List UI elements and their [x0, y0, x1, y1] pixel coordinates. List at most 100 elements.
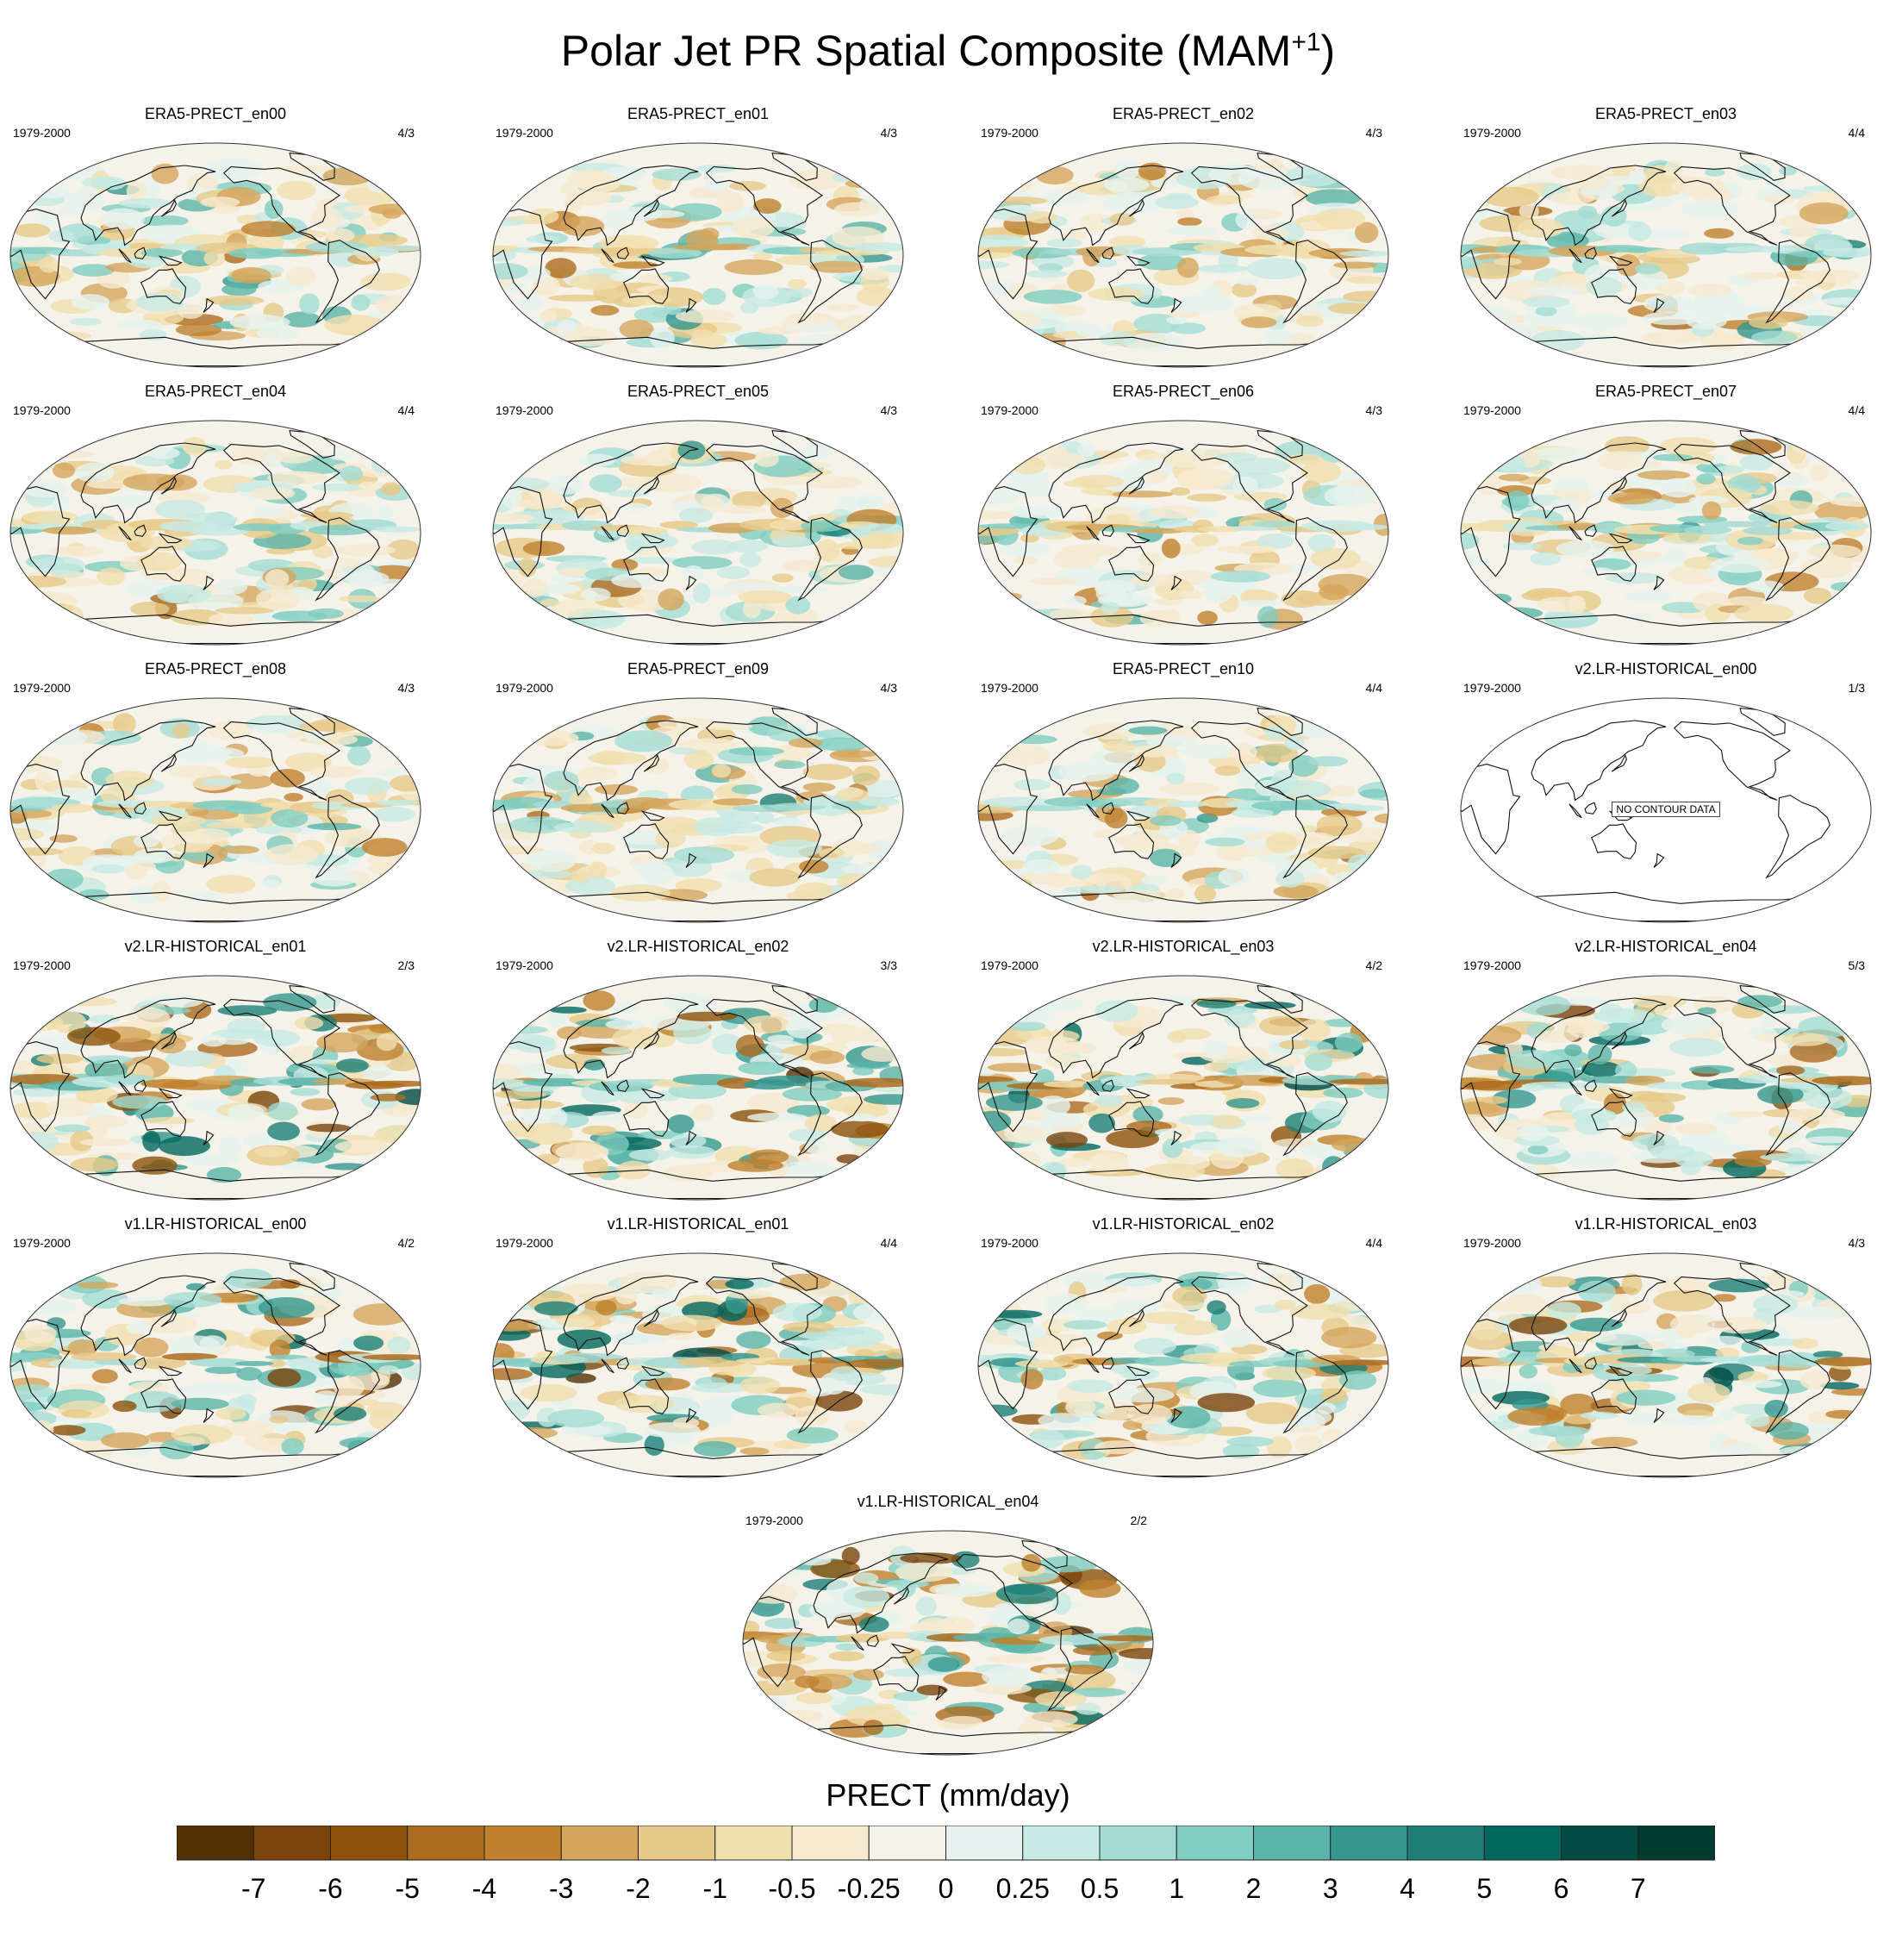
map-panel: v1.LR-HISTORICAL_en00 1979-2000 4/2	[4, 1215, 427, 1482]
panel-period: 1979-2000	[981, 126, 1038, 140]
panel-count: 4/3	[1848, 1236, 1865, 1250]
map-panel: v2.LR-HISTORICAL_en02 1979-2000 3/3	[487, 938, 909, 1205]
map-outline	[492, 697, 904, 923]
colorbar-swatch	[1406, 1826, 1485, 1861]
map-plot	[9, 420, 421, 646]
colorbar-tick-label: -1	[703, 1873, 727, 1903]
anomaly-field	[493, 163, 903, 350]
panel-title: ERA5-PRECT_en07	[1594, 383, 1737, 400]
panel-title: v1.LR-HISTORICAL_en01	[607, 1215, 789, 1233]
panel-period: 1979-2000	[745, 1514, 803, 1527]
coastlines	[978, 707, 1348, 922]
map-panel: v2.LR-HISTORICAL_en03 1979-2000 4/2	[972, 938, 1394, 1205]
colorbar-swatch	[868, 1826, 946, 1861]
title-close: )	[1320, 27, 1336, 75]
colorbar-label: PRECT (mm/day)	[826, 1777, 1070, 1813]
coastlines	[493, 707, 863, 922]
map-panel: v1.LR-HISTORICAL_en03 1979-2000 4/3	[1455, 1215, 1877, 1482]
panel-period: 1979-2000	[1463, 1236, 1521, 1250]
panel-count: 4/3	[880, 126, 897, 140]
anomaly-field	[10, 158, 421, 346]
map-outline	[9, 697, 421, 923]
map-outline	[977, 142, 1389, 368]
coastlines	[10, 984, 380, 1200]
title-superscript: +1	[1291, 28, 1321, 57]
map-panel: ERA5-PRECT_en08 1979-2000 4/3	[4, 660, 427, 927]
colorbar-tick-label: -5	[396, 1873, 420, 1903]
map-outline	[1460, 1252, 1872, 1478]
colorbar-tick-label: 3	[1323, 1873, 1338, 1903]
panel-title: ERA5-PRECT_en04	[144, 383, 287, 400]
panel-grid: ERA5-PRECT_en00 1979-2000 4/3 ERA5-PRECT_en…	[4, 105, 1877, 1756]
colorbar-tick-label: 0.25	[996, 1873, 1050, 1903]
map-outline	[492, 420, 904, 646]
anomaly-field	[1461, 159, 1871, 353]
map-panel: v2.LR-HISTORICAL_en01 1979-2000 2/3	[4, 938, 427, 1205]
colorbar-swatch	[407, 1826, 485, 1861]
panel-period: 1979-2000	[496, 1236, 553, 1250]
coastlines	[10, 707, 380, 922]
map-outline	[977, 420, 1389, 646]
panel-period: 1979-2000	[13, 126, 71, 140]
panel-count: 1/3	[1848, 681, 1865, 695]
no-data-notice: NO CONTOUR DATA	[1455, 802, 1877, 817]
map-plot	[977, 975, 1389, 1201]
colorbar-swatch	[714, 1826, 793, 1861]
colorbar-tick-label: 2	[1246, 1873, 1262, 1903]
panel-count: 4/3	[880, 403, 897, 417]
panel-period: 1979-2000	[981, 1236, 1038, 1250]
panel-title: ERA5-PRECT_en02	[1112, 105, 1255, 122]
map-panel: v1.LR-HISTORICAL_en02 1979-2000 4/4	[972, 1215, 1394, 1482]
title-text: Polar Jet PR Spatial Composite (MAM	[560, 27, 1292, 75]
figure-title: Polar Jet PR Spatial Composite (MAM+1)	[0, 26, 1896, 76]
map-plot	[977, 697, 1389, 923]
panel-title: v2.LR-HISTORICAL_en04	[1575, 938, 1757, 955]
panel-title: v2.LR-HISTORICAL_en03	[1092, 938, 1275, 955]
panel-count: 3/3	[880, 958, 897, 972]
panel-title: ERA5-PRECT_en00	[144, 105, 287, 122]
colorbar-swatch	[1022, 1826, 1101, 1861]
anomaly-field	[10, 437, 421, 627]
anomaly-field	[743, 1545, 1153, 1738]
panel-title: ERA5-PRECT_en10	[1112, 660, 1255, 677]
panel-count: 4/2	[1365, 958, 1382, 972]
panel-count: 2/3	[397, 958, 415, 972]
colorbar-swatch	[945, 1826, 1024, 1861]
panel-period: 1979-2000	[1463, 403, 1521, 417]
map-outline	[492, 1252, 904, 1478]
anomaly-field	[978, 715, 1388, 903]
anomaly-field	[1461, 994, 1871, 1182]
colorbar-tick-label: 7	[1631, 1873, 1646, 1903]
coastlines	[10, 429, 380, 645]
map-plot	[742, 1530, 1154, 1756]
map-plot	[9, 697, 421, 923]
panel-count: 4/3	[1365, 403, 1382, 417]
colorbar-swatch	[1637, 1826, 1715, 1861]
panel-period: 1979-2000	[496, 958, 553, 972]
panel-period: 1979-2000	[13, 403, 71, 417]
map-outline	[977, 1252, 1389, 1478]
panel-period: 1979-2000	[981, 403, 1038, 417]
panel-count: 4/4	[1365, 681, 1382, 695]
map-panel: ERA5-PRECT_en06 1979-2000 4/3	[972, 383, 1394, 650]
panel-count: 4/3	[880, 681, 897, 695]
map-plot	[9, 142, 421, 368]
panel-count: 4/3	[1365, 126, 1382, 140]
panel-count: 4/4	[1848, 403, 1865, 417]
panel-period: 1979-2000	[13, 1236, 71, 1250]
panel-count: 4/3	[397, 681, 415, 695]
colorbar-swatch	[1176, 1826, 1254, 1861]
map-plot	[9, 1252, 421, 1478]
panel-count: 4/4	[1365, 1236, 1382, 1250]
no-data-label: NO CONTOUR DATA	[1612, 802, 1720, 817]
panel-period: 1979-2000	[496, 403, 553, 417]
map-panel: ERA5-PRECT_en10 1979-2000 4/4	[972, 660, 1394, 927]
map-panel: ERA5-PRECT_en00 1979-2000 4/3	[4, 105, 427, 372]
colorbar-swatch	[791, 1826, 870, 1861]
map-outline	[9, 975, 421, 1201]
map-plot	[977, 420, 1389, 646]
colorbar-swatch	[330, 1826, 409, 1861]
panel-period: 1979-2000	[981, 958, 1038, 972]
map-outline	[9, 420, 421, 646]
colorbar-tick-label: -6	[318, 1873, 342, 1903]
